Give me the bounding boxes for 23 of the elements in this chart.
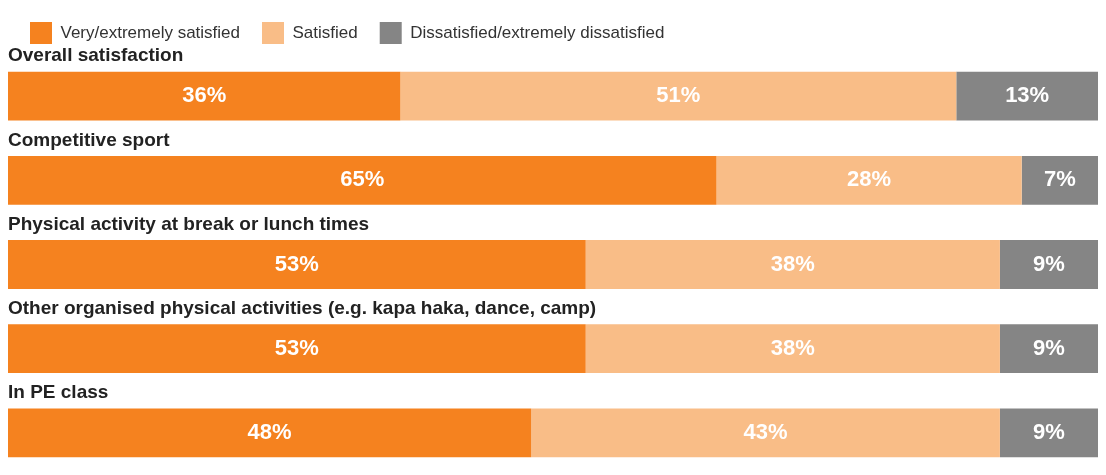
data-label: 9%: [1033, 250, 1065, 276]
y-tick-label: Competitive sport: [8, 128, 171, 150]
data-label: 36%: [182, 82, 227, 108]
y-tick-label: Overall satisfaction: [8, 44, 184, 66]
data-label: 65%: [340, 166, 385, 192]
y-tick-label: Physical activity at break or lunch times: [8, 212, 370, 234]
legend-label: Dissatisfied/extremely dissatisfied: [410, 22, 665, 42]
data-label: 9%: [1033, 334, 1065, 360]
data-label: 9%: [1033, 418, 1065, 444]
legend-label: Very/extremely satisfied: [60, 22, 241, 42]
data-label: 53%: [274, 334, 319, 360]
data-label: 48%: [247, 418, 292, 444]
data-label: 43%: [743, 418, 788, 444]
data-label: 51%: [656, 82, 701, 108]
legend-label: Satisfied: [292, 22, 358, 42]
data-label: 13%: [1005, 82, 1050, 108]
data-label: 28%: [847, 166, 892, 192]
data-label: 38%: [770, 250, 815, 276]
y-tick-label: In PE class: [8, 381, 109, 403]
data-label: 53%: [274, 250, 319, 276]
y-tick-label: Other organised physical activities (e.g. kapa haka, dance, camp): [8, 297, 597, 319]
data-label: 38%: [770, 334, 815, 360]
data-label: 7%: [1043, 166, 1076, 192]
